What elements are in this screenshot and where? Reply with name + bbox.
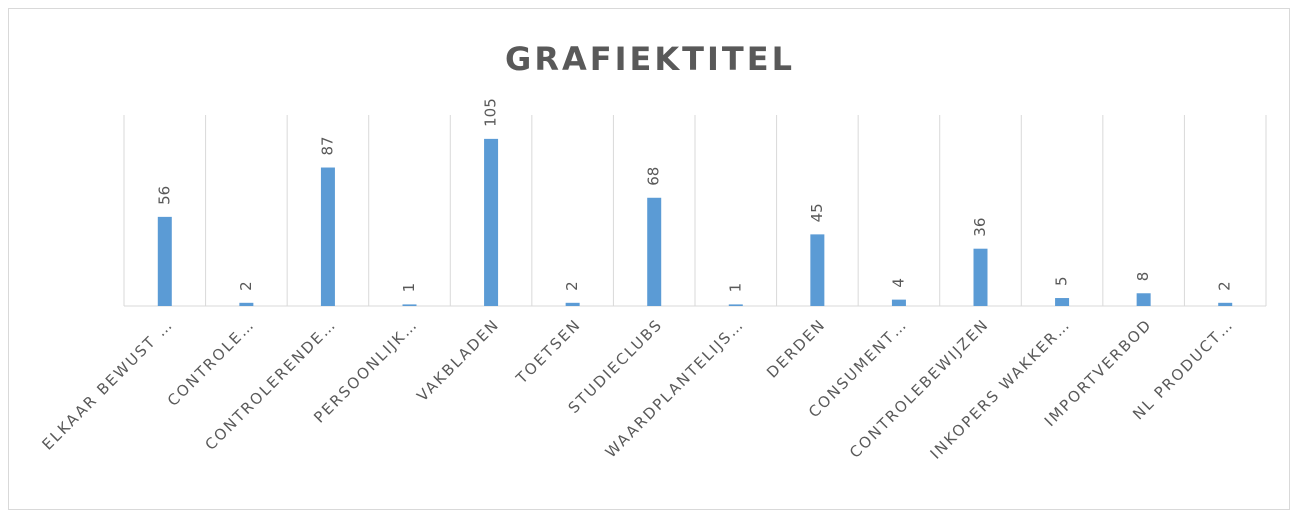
bar (1218, 302, 1233, 306)
data-label: 68 (645, 167, 663, 186)
data-label: 45 (808, 203, 826, 222)
bar (565, 302, 580, 306)
data-label: 105 (482, 98, 500, 127)
data-label: 1 (726, 283, 744, 293)
bar (484, 138, 499, 306)
data-label: 87 (318, 136, 336, 155)
bar (973, 248, 988, 306)
bar (810, 234, 825, 306)
data-label: 56 (155, 186, 173, 205)
data-label: 2 (237, 281, 255, 291)
bar (239, 302, 254, 306)
chart-title: GRAFIEKTITEL (505, 40, 795, 78)
bar (891, 299, 906, 306)
data-label: 4 (889, 278, 907, 288)
data-label: 1 (400, 283, 418, 293)
bar (728, 304, 743, 306)
bar (402, 304, 417, 306)
bar (1055, 298, 1070, 306)
bar (647, 197, 662, 306)
bar (157, 216, 172, 306)
data-label: 2 (1216, 281, 1234, 291)
data-label: 5 (1053, 276, 1071, 286)
bar (320, 167, 335, 306)
data-label: 36 (971, 218, 989, 237)
data-label: 8 (1134, 272, 1152, 282)
data-label: 2 (563, 281, 581, 291)
bar (1136, 293, 1151, 306)
